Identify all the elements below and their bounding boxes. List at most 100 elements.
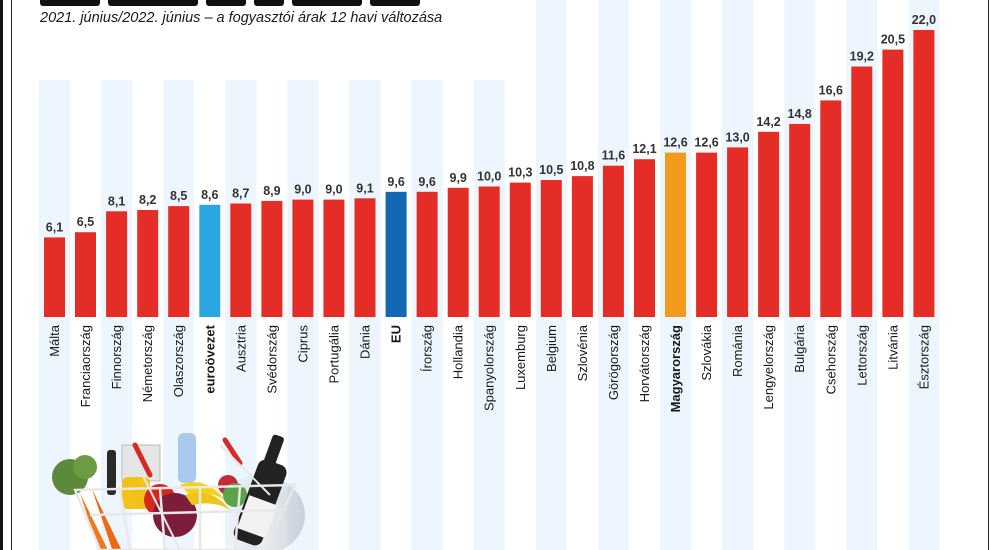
- category-label: Litvánia: [885, 324, 900, 370]
- category-label: Olaszország: [171, 325, 186, 397]
- oil-bottle: [107, 450, 116, 495]
- bar-Szlovákia: [696, 152, 718, 317]
- milk-carton: [121, 444, 161, 482]
- basket-wire: [73, 483, 297, 550]
- value-label: 9,6: [418, 175, 435, 189]
- value-label: 12,1: [632, 142, 656, 156]
- category-label: Málta: [47, 324, 62, 357]
- grocery-basket-illustration: [52, 433, 305, 550]
- bar-Franciaország: [75, 232, 96, 317]
- category-label: Franciaország: [78, 325, 93, 407]
- category-label: Belgium: [544, 325, 559, 372]
- bar-Görögország: [602, 165, 624, 317]
- bar-Málta: [44, 237, 65, 317]
- wine-bottle: [233, 434, 287, 546]
- frame-border-left: [0, 0, 3, 550]
- category-label: Németország: [140, 325, 155, 402]
- bar-Bulgária: [789, 123, 811, 318]
- bar-euroövezet: [199, 204, 221, 317]
- bar-Ausztria: [230, 203, 252, 317]
- category-label: Luxemburg: [513, 325, 528, 390]
- value-label: 8,7: [232, 187, 249, 201]
- value-label: 12,6: [694, 136, 718, 150]
- carrots: [80, 489, 122, 550]
- category-label: Szlovénia: [575, 324, 590, 381]
- category-label: Lengyelország: [761, 325, 776, 410]
- category-label: Portugália: [326, 324, 341, 383]
- category-label: Szlovákia: [699, 324, 714, 380]
- value-label: 8,2: [139, 193, 156, 207]
- bar-Svédország: [261, 200, 283, 317]
- bar-Szlovénia: [571, 176, 593, 317]
- value-label: 10,5: [539, 163, 563, 177]
- value-label: 8,1: [108, 194, 125, 208]
- category-label: Hollandia: [451, 324, 466, 379]
- category-labels: Málta Franciaország Finnország Németország O…: [47, 324, 931, 412]
- value-label: 9,9: [450, 171, 467, 185]
- bar-Belgium: [540, 180, 562, 317]
- value-label: 14,2: [756, 115, 780, 129]
- category-label: Írország: [420, 325, 435, 372]
- category-label: Románia: [730, 324, 745, 377]
- bar-Észtország: [913, 30, 935, 317]
- category-label: Magyarország: [668, 325, 683, 412]
- frame-line-left: [11, 0, 12, 550]
- value-label: 6,5: [77, 215, 94, 229]
- bar-Litvánia: [882, 49, 904, 317]
- category-label: euroövezet: [202, 324, 217, 393]
- bars: [44, 30, 935, 318]
- value-label: 8,5: [170, 189, 187, 203]
- value-label: 9,6: [387, 175, 404, 189]
- bar-Lettország: [851, 66, 873, 317]
- value-label: 10,0: [477, 170, 501, 184]
- category-label: Horvátország: [637, 325, 652, 402]
- basket-handles: [132, 437, 243, 478]
- bar-Lengyelország: [758, 131, 780, 317]
- category-label: Lettország: [854, 325, 869, 386]
- bar-Magyarország: [665, 152, 686, 317]
- value-label: 13,0: [725, 130, 749, 144]
- bar-Ciprus: [292, 199, 314, 317]
- greens: [52, 455, 97, 495]
- bar-Portugália: [323, 199, 345, 317]
- value-label: 14,8: [788, 107, 812, 121]
- value-label: 22,0: [912, 13, 936, 27]
- frame-line-right: [988, 0, 989, 550]
- value-label: 12,6: [663, 136, 687, 150]
- water-bottle: [178, 433, 196, 483]
- value-label: 11,6: [602, 149, 626, 163]
- value-label: 8,6: [201, 188, 218, 202]
- value-labels: 6,1 6,5 8,1 8,2 8,5 8,6 8,7 8,9 9,0 9,0 9,1 9,6 9,6 9…: [46, 13, 936, 234]
- yellow-bottle: [122, 477, 150, 509]
- bar-Horvátország: [634, 159, 655, 317]
- category-label: Ausztria: [233, 324, 248, 372]
- bar-Spanyolország: [478, 186, 500, 317]
- bar-Dánia: [354, 198, 376, 317]
- value-label: 10,3: [508, 166, 532, 180]
- category-label: Svédország: [264, 325, 279, 394]
- value-label: 19,2: [850, 50, 874, 64]
- category-label: Görögország: [606, 325, 621, 400]
- value-label: 8,9: [263, 184, 280, 198]
- bar-Csehország: [820, 100, 842, 318]
- value-label: 20,5: [881, 33, 905, 47]
- bar-Finnország: [106, 211, 128, 317]
- bar-Románia: [727, 147, 749, 317]
- category-label: Csehország: [823, 325, 838, 394]
- category-label: Észtország: [916, 325, 931, 389]
- bar-Hollandia: [447, 187, 469, 317]
- value-label: 16,6: [819, 83, 843, 97]
- bar-Olaszország: [168, 206, 190, 317]
- bar-EU: [385, 191, 407, 317]
- bar-Írország: [416, 191, 438, 317]
- category-label: EU: [389, 325, 404, 343]
- category-label: Ciprus: [295, 325, 310, 363]
- chart-subtitle: 2021. június/2022. június – a fogyasztói…: [40, 10, 443, 26]
- cropped-title: [40, 0, 490, 6]
- value-label: 6,1: [46, 220, 63, 234]
- value-label: 9,0: [325, 183, 342, 197]
- category-label: Bulgária: [792, 324, 807, 372]
- category-label: Spanyolország: [482, 325, 497, 411]
- value-label: 9,0: [294, 183, 311, 197]
- bar-Luxemburg: [509, 182, 531, 317]
